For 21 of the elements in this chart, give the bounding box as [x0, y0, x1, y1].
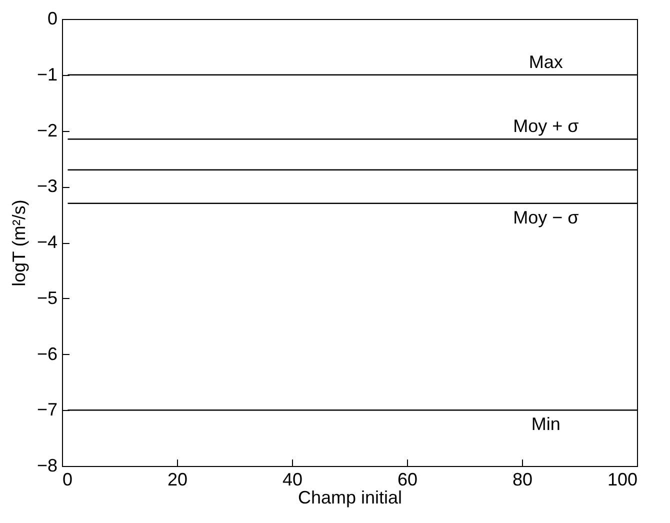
y-tick-label: −4 — [36, 232, 58, 252]
x-tick-label: 40 — [282, 470, 303, 490]
x-axis-title: Champ initial — [298, 488, 402, 508]
y-tick-label: −8 — [36, 456, 58, 476]
series-label: Max — [528, 52, 563, 72]
y-tick-label: −3 — [36, 176, 58, 196]
x-tick-label: 80 — [512, 470, 533, 490]
y-tick-label: −5 — [36, 288, 58, 308]
y-tick-label: −2 — [36, 120, 58, 140]
series-label: Min — [531, 414, 560, 434]
y-tick-label: −1 — [36, 64, 58, 84]
series-label: Moy − σ — [513, 207, 579, 228]
x-tick-label: 100 — [607, 470, 638, 490]
x-tick-label: 20 — [167, 470, 188, 490]
x-tick-label: 0 — [62, 470, 73, 490]
y-tick-label: 0 — [47, 8, 58, 28]
y-tick-label: −6 — [36, 344, 58, 364]
y-tick-label: −7 — [36, 400, 58, 420]
series-label: Moy + σ — [513, 116, 579, 136]
y-axis-title: logT (m²/s) — [8, 200, 29, 286]
x-tick-label: 60 — [397, 470, 418, 490]
